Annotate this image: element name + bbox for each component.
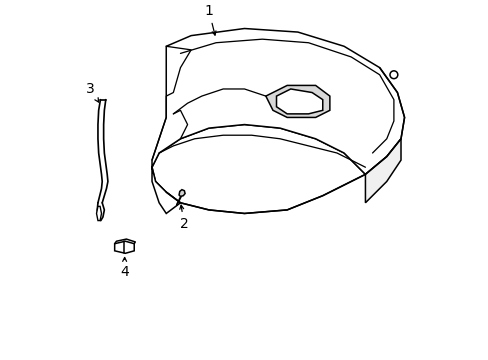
Text: 4: 4 bbox=[120, 257, 129, 279]
Polygon shape bbox=[276, 89, 322, 114]
Text: 2: 2 bbox=[179, 205, 188, 231]
Text: 3: 3 bbox=[85, 82, 99, 102]
Polygon shape bbox=[96, 206, 102, 221]
Polygon shape bbox=[365, 139, 400, 203]
Polygon shape bbox=[179, 190, 185, 197]
Polygon shape bbox=[265, 85, 329, 117]
Text: 1: 1 bbox=[204, 4, 216, 35]
Polygon shape bbox=[152, 28, 404, 213]
Polygon shape bbox=[114, 241, 134, 253]
Polygon shape bbox=[152, 125, 365, 213]
